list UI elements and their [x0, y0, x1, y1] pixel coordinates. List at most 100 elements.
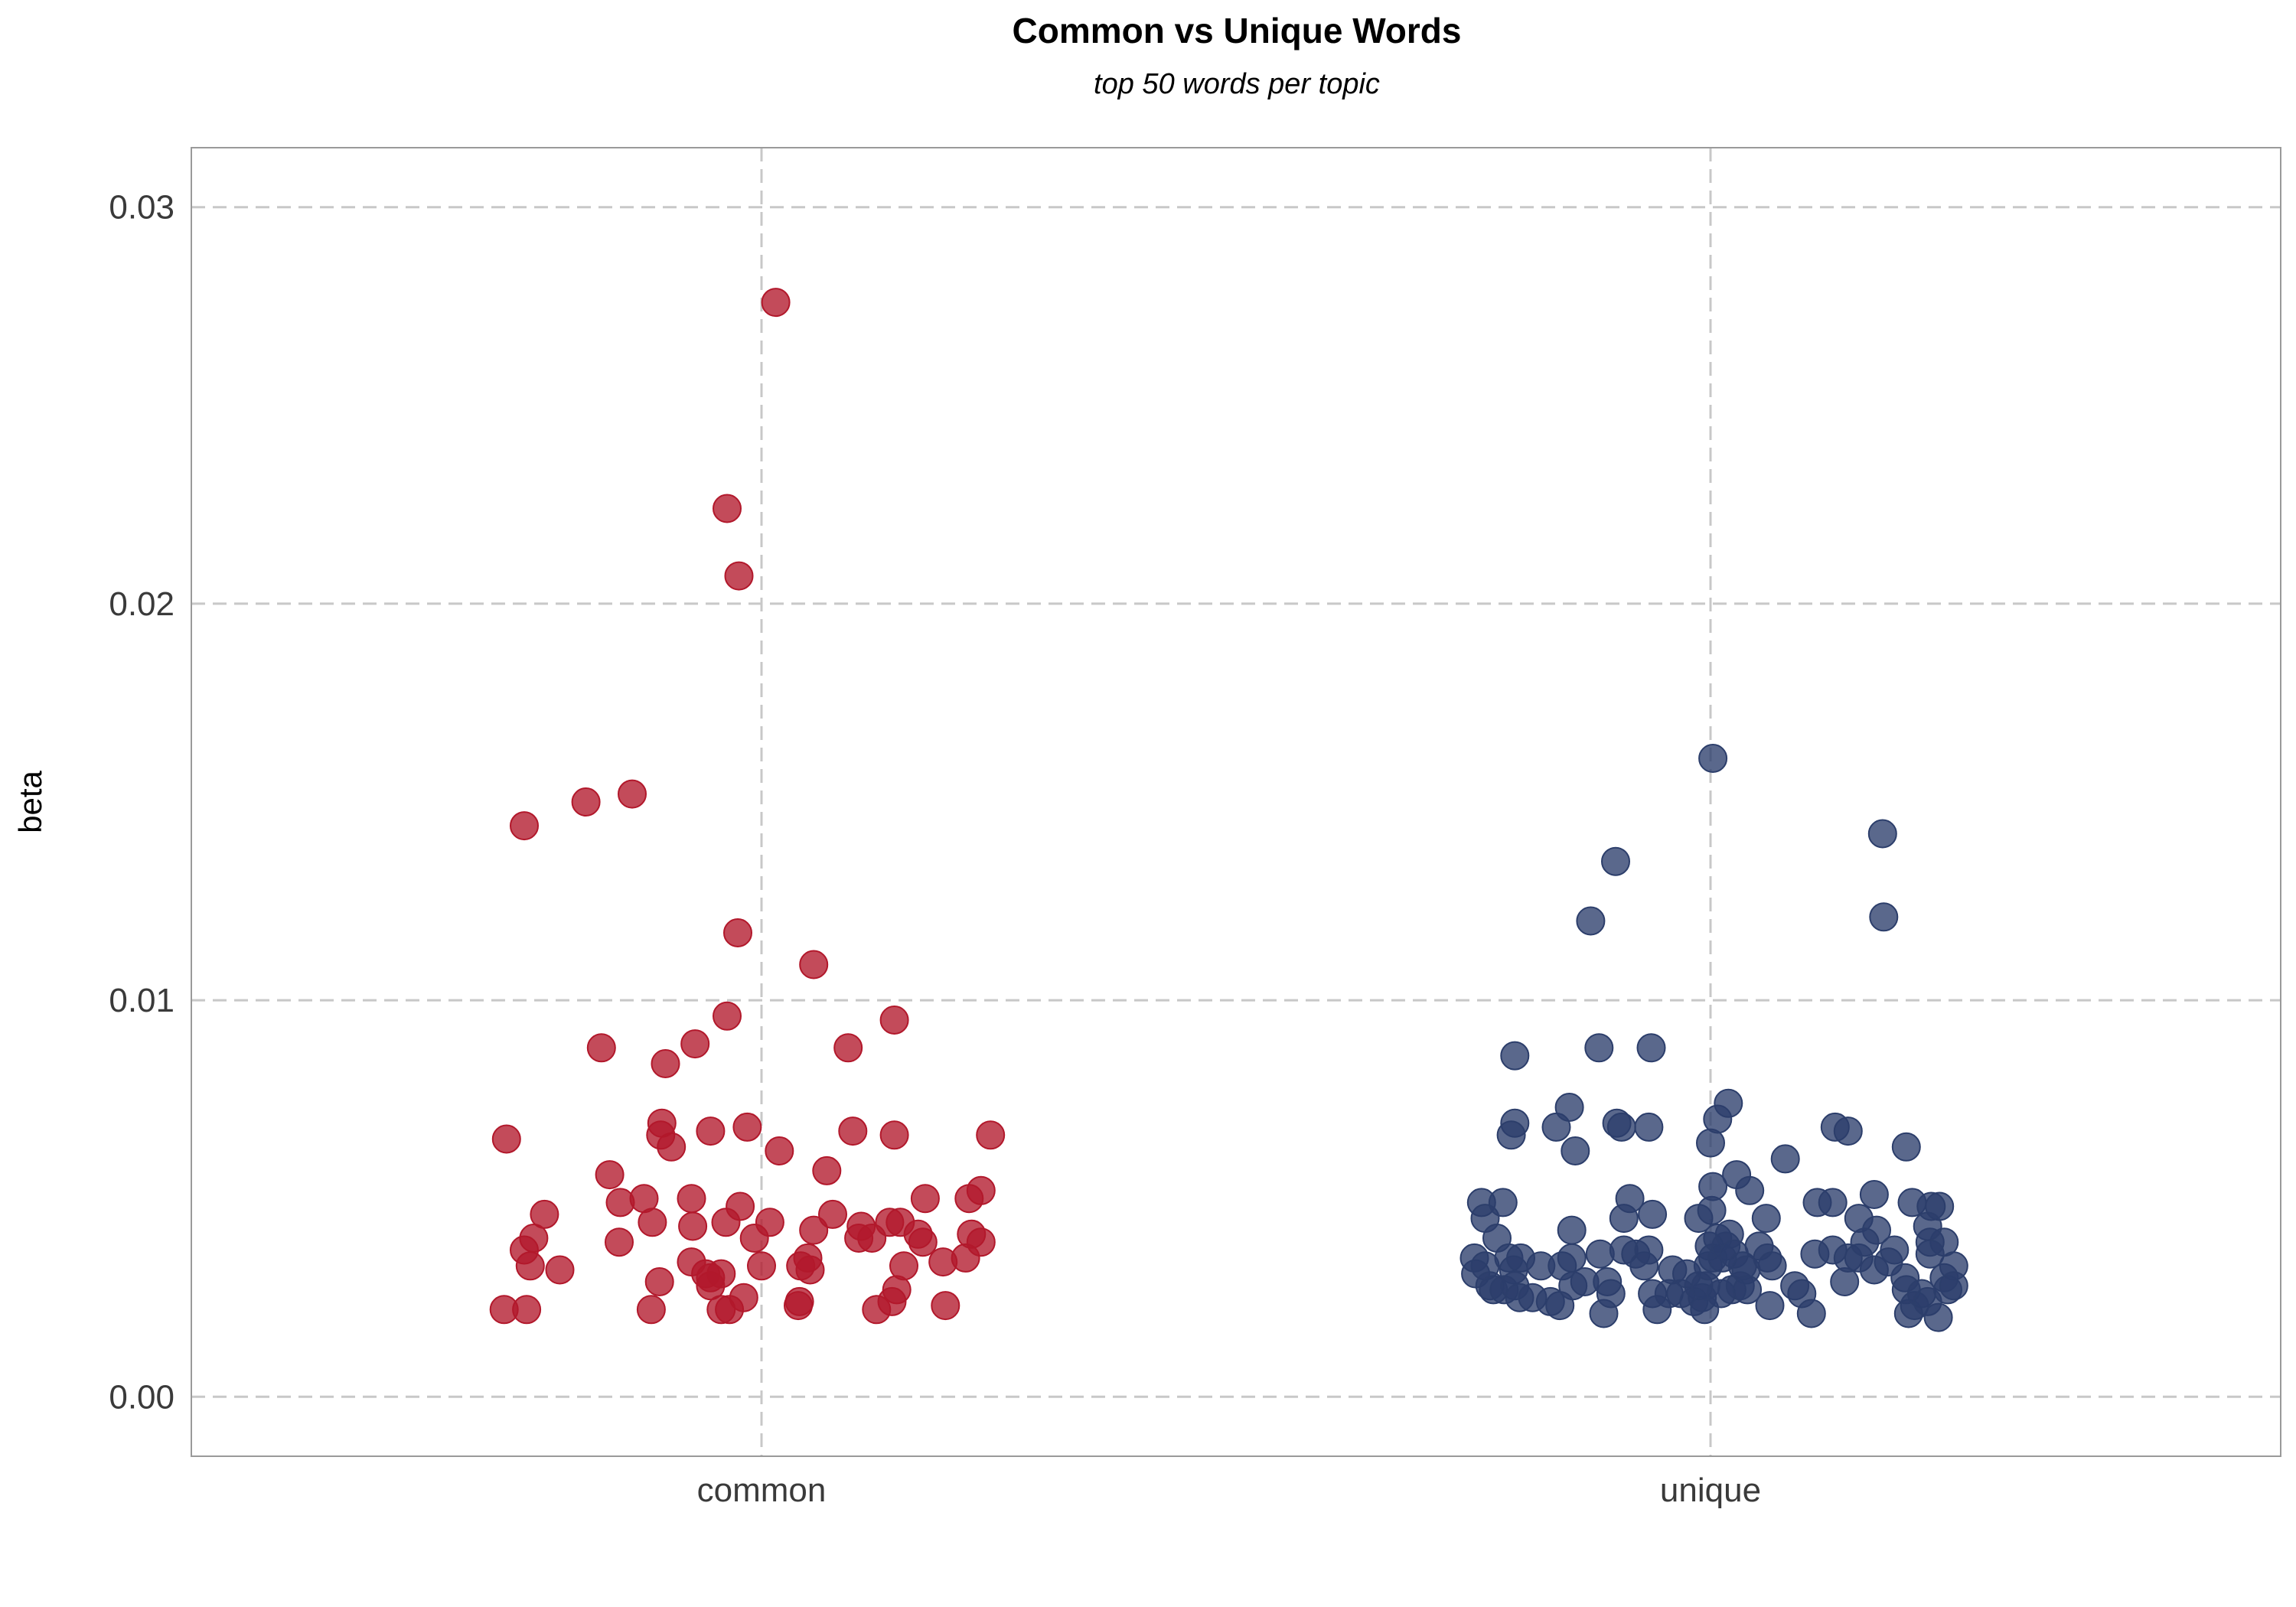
- unique-point: [1554, 1093, 1584, 1122]
- unique-point: [1891, 1132, 1921, 1162]
- common-point: [636, 1295, 666, 1325]
- unique-point: [1939, 1271, 1968, 1301]
- common-point: [726, 1191, 755, 1221]
- common-point: [512, 1295, 542, 1325]
- common-point: [879, 1120, 909, 1150]
- y-tick-labels: 0.00 0.01 0.02 0.03: [109, 189, 174, 1416]
- common-point: [571, 787, 601, 817]
- unique-point: [1636, 1033, 1666, 1063]
- common-point: [644, 1267, 674, 1296]
- gridlines: [191, 148, 2281, 1456]
- unique-point: [1770, 1144, 1800, 1174]
- y-tick-label: 0.03: [109, 189, 174, 227]
- unique-point: [1867, 819, 1897, 849]
- common-point: [723, 918, 752, 947]
- unique-point: [1755, 1291, 1785, 1321]
- unique-point: [1557, 1243, 1587, 1273]
- common-point: [755, 1208, 784, 1237]
- unique-point: [1714, 1088, 1743, 1118]
- common-point: [680, 1029, 710, 1059]
- y-tick-label: 0.00: [109, 1378, 174, 1416]
- y-tick-label: 0.01: [109, 982, 174, 1019]
- unique-point: [1818, 1188, 1848, 1217]
- common-point: [976, 1120, 1006, 1150]
- unique-point: [1796, 1299, 1826, 1328]
- common-point: [747, 1251, 776, 1281]
- common-point: [910, 1184, 940, 1214]
- common-point: [605, 1227, 634, 1257]
- x-tick-labels: common unique: [697, 1472, 1761, 1509]
- common-point: [761, 288, 791, 318]
- common-point: [799, 950, 829, 980]
- common-point: [713, 494, 742, 523]
- common-point: [729, 1283, 758, 1312]
- common-point: [812, 1156, 842, 1185]
- x-tick-label: unique: [1660, 1472, 1761, 1509]
- unique-point: [1757, 1251, 1787, 1281]
- common-point: [510, 811, 539, 841]
- common-point: [732, 1112, 762, 1142]
- common-point: [784, 1291, 813, 1321]
- common-point: [638, 1208, 667, 1237]
- unique-point: [1751, 1204, 1781, 1234]
- common-point: [818, 1199, 847, 1229]
- unique-point: [1488, 1188, 1518, 1217]
- common-point: [530, 1199, 559, 1229]
- unique-point: [1584, 1033, 1614, 1063]
- common-point: [696, 1116, 726, 1146]
- unique-point: [1500, 1041, 1530, 1071]
- common-point: [795, 1255, 825, 1285]
- unique-point: [1634, 1112, 1664, 1142]
- unique-point: [1576, 906, 1606, 936]
- common-point: [931, 1291, 960, 1321]
- common-point: [618, 779, 647, 809]
- common-point: [966, 1175, 996, 1205]
- unique-point: [1496, 1120, 1526, 1150]
- common-point: [833, 1033, 863, 1063]
- y-axis-title: beta: [12, 770, 48, 833]
- unique-point: [1913, 1211, 1942, 1241]
- x-tick-label: common: [697, 1472, 827, 1509]
- chart-title: Common vs Unique Words: [1013, 11, 1462, 51]
- unique-point: [1833, 1116, 1863, 1146]
- common-point: [657, 1132, 687, 1162]
- common-point: [713, 1001, 742, 1031]
- common-point: [882, 1275, 912, 1305]
- common-point: [724, 561, 754, 591]
- unique-point: [1601, 846, 1630, 876]
- unique-point: [1557, 1215, 1587, 1245]
- unique-point: [1915, 1239, 1945, 1269]
- unique-point: [1830, 1267, 1860, 1296]
- common-point: [966, 1227, 996, 1257]
- common-point: [879, 1006, 909, 1035]
- common-point: [677, 1184, 706, 1214]
- common-point: [678, 1211, 708, 1241]
- common-point: [491, 1124, 521, 1154]
- unique-point: [1698, 1172, 1728, 1201]
- common-point: [799, 1215, 829, 1245]
- unique-point: [1735, 1175, 1765, 1205]
- common-point: [651, 1049, 680, 1078]
- common-point: [838, 1116, 868, 1146]
- plot-frame: [191, 147, 2281, 1457]
- unique-point: [1880, 1235, 1910, 1265]
- unique-point: [1596, 1279, 1626, 1309]
- data-points: [489, 288, 1968, 1332]
- unique-point: [1698, 744, 1728, 773]
- unique-point: [1850, 1227, 1880, 1257]
- unique-point: [1638, 1199, 1668, 1229]
- unique-point: [1859, 1180, 1889, 1209]
- common-point: [515, 1251, 545, 1281]
- common-point: [765, 1136, 794, 1165]
- common-point: [908, 1227, 938, 1257]
- common-point: [595, 1160, 625, 1190]
- common-point: [605, 1188, 635, 1217]
- unique-point: [1869, 902, 1899, 932]
- unique-point: [1615, 1184, 1645, 1214]
- unique-point: [1923, 1302, 1953, 1332]
- y-tick-label: 0.02: [109, 585, 174, 623]
- common-point: [696, 1271, 726, 1301]
- unique-point: [1561, 1136, 1590, 1165]
- common-point: [545, 1255, 575, 1285]
